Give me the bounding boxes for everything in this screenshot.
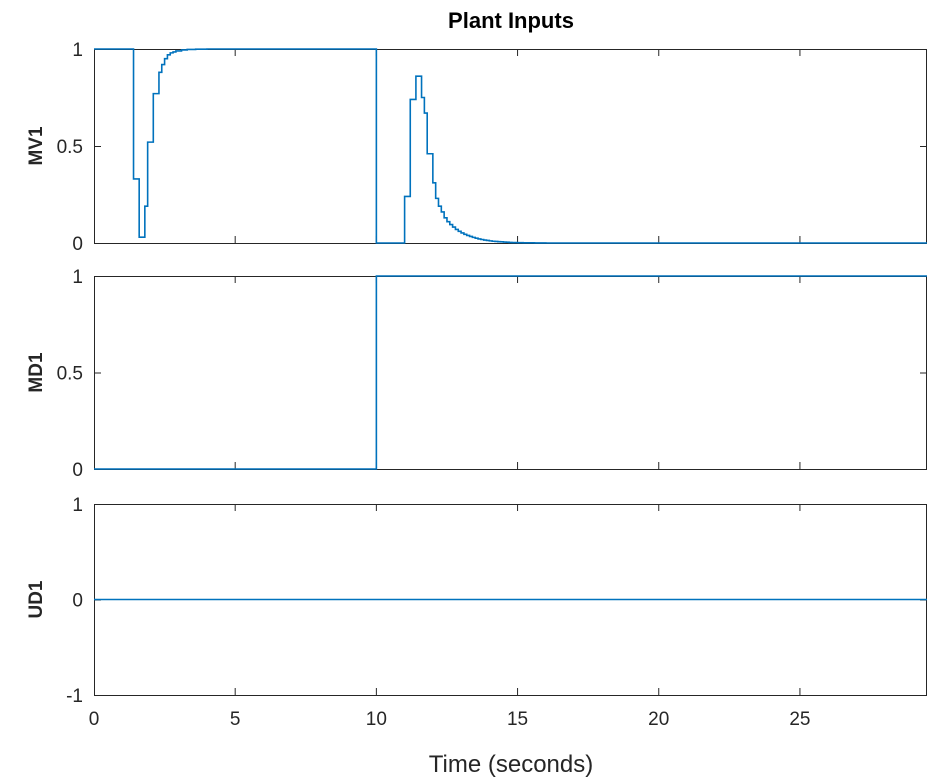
y-tick-label: 1: [72, 495, 83, 516]
y-axis-label-md1: MD1: [26, 352, 47, 393]
subplot-ud1: -1 0 1 UD1: [26, 495, 927, 707]
x-tick-label: 15: [507, 709, 528, 730]
subplot-md1: 0 0.5 1 MD1: [26, 267, 927, 481]
y-tick-label: 0: [72, 460, 83, 481]
y-tick-label: 1: [72, 267, 83, 288]
x-tick-label: 0: [89, 709, 100, 730]
axes-frame-md1: [94, 276, 927, 470]
axes-layer: 0 0.5 1 MV1 0 0.5 1 MD1 -1 0 1 UD1 0 5 10 15 20 25: [26, 40, 927, 730]
y-tick-label: 1: [72, 40, 83, 61]
x-tick-label: 5: [230, 709, 241, 730]
y-axis-label-ud1: UD1: [26, 580, 47, 618]
y-tick-label: 0.5: [57, 364, 83, 385]
axes-frame-mv1: [94, 49, 927, 244]
x-tick-label: 25: [789, 709, 810, 730]
y-tick-label: 0: [72, 234, 83, 255]
x-tick-label: 10: [366, 709, 387, 730]
y-tick-label: -1: [66, 686, 83, 707]
y-tick-label: 0.5: [57, 137, 83, 158]
chart-title: Plant Inputs: [448, 8, 574, 33]
series-line-mv1: [94, 48, 927, 244]
y-axis-label-mv1: MV1: [26, 126, 47, 166]
x-tick-label: 20: [648, 709, 669, 730]
series-line-md1: [94, 275, 927, 470]
subplot-mv1: 0 0.5 1 MV1: [26, 40, 927, 255]
y-tick-label: 0: [72, 591, 83, 612]
x-axis-label: Time (seconds): [429, 751, 593, 778]
